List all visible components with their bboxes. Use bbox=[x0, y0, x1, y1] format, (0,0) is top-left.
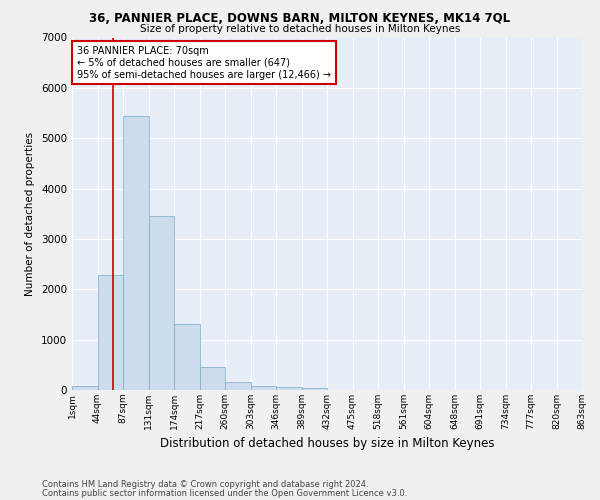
Bar bbox=[174, 324, 199, 390]
Bar bbox=[199, 367, 225, 390]
Text: Contains public sector information licensed under the Open Government Licence v3: Contains public sector information licen… bbox=[42, 488, 407, 498]
Bar bbox=[97, 274, 123, 390]
Text: Size of property relative to detached houses in Milton Keynes: Size of property relative to detached ho… bbox=[140, 24, 460, 34]
Bar bbox=[251, 386, 276, 390]
Text: 36, PANNIER PLACE, DOWNS BARN, MILTON KEYNES, MK14 7QL: 36, PANNIER PLACE, DOWNS BARN, MILTON KE… bbox=[89, 12, 511, 26]
Bar bbox=[225, 382, 251, 390]
Bar bbox=[72, 386, 97, 390]
Y-axis label: Number of detached properties: Number of detached properties bbox=[25, 132, 35, 296]
X-axis label: Distribution of detached houses by size in Milton Keynes: Distribution of detached houses by size … bbox=[160, 438, 494, 450]
Bar bbox=[123, 116, 149, 390]
Bar bbox=[276, 387, 302, 390]
Text: Contains HM Land Registry data © Crown copyright and database right 2024.: Contains HM Land Registry data © Crown c… bbox=[42, 480, 368, 489]
Bar bbox=[302, 388, 327, 390]
Text: 36 PANNIER PLACE: 70sqm
← 5% of detached houses are smaller (647)
95% of semi-de: 36 PANNIER PLACE: 70sqm ← 5% of detached… bbox=[77, 46, 331, 80]
Bar bbox=[149, 216, 174, 390]
